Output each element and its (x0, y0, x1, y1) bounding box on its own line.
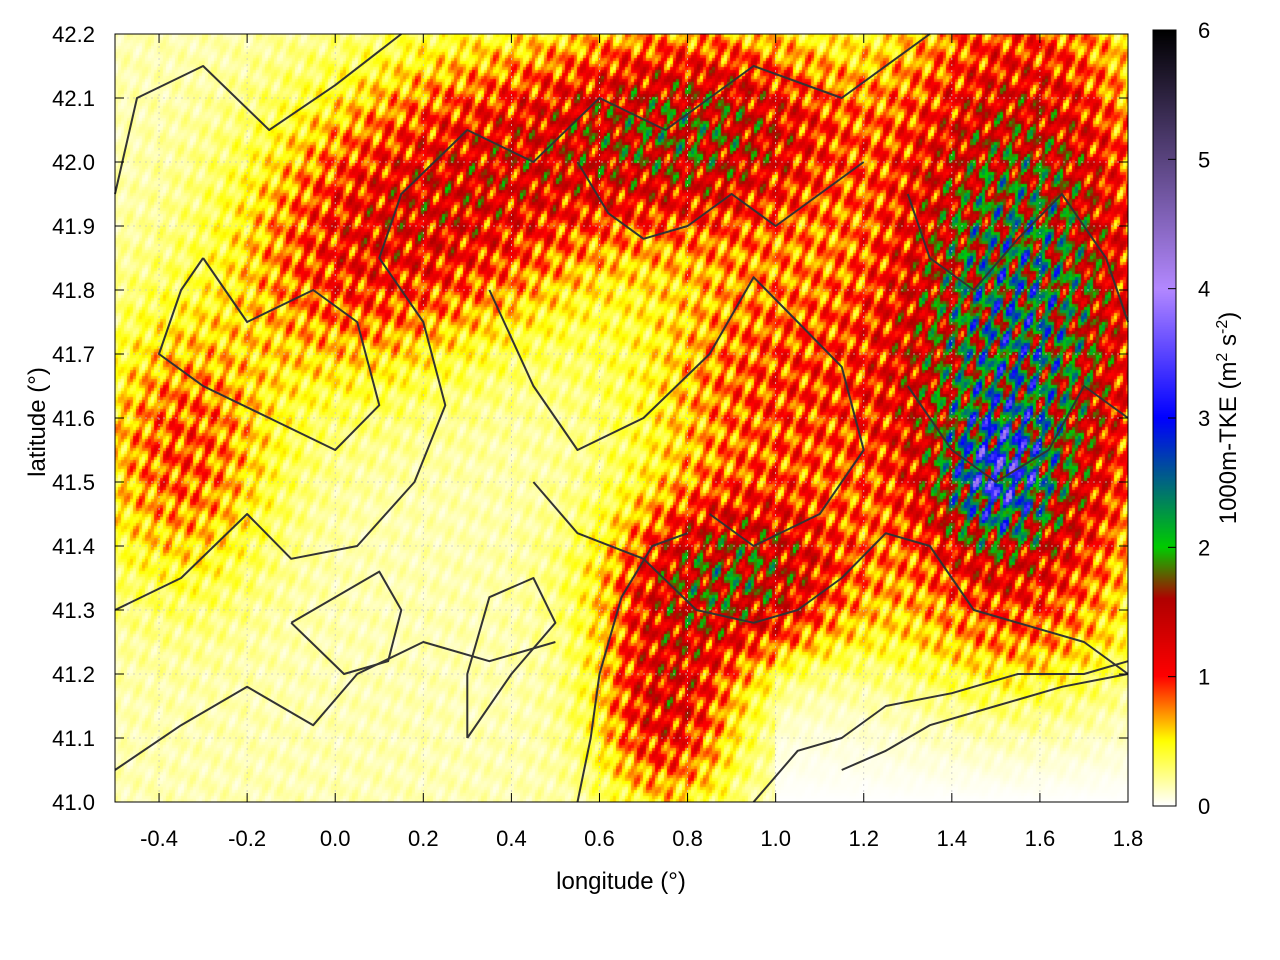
y-tick-label: 41.0 (52, 790, 95, 815)
y-tick-label: 41.5 (52, 470, 95, 495)
y-tick-label: 41.3 (52, 598, 95, 623)
contour-line (906, 193, 1129, 323)
x-tick-label: 0.8 (672, 826, 703, 851)
x-tick-label: 0.2 (408, 826, 439, 851)
y-tick-label: 41.9 (52, 214, 95, 239)
contour-line (841, 673, 1129, 771)
contour-line (114, 33, 402, 195)
contour-line (158, 257, 381, 451)
colorbar-ticks: 0 1 2 3 4 5 6 (1168, 18, 1210, 819)
contour-line (488, 276, 865, 547)
y-tick-label: 41.2 (52, 662, 95, 687)
y-axis-ticks: 41.0 41.1 41.2 41.3 41.4 41.5 41.6 41.7 41.8 41.9… (52, 22, 1128, 815)
x-tick-label: 0.0 (320, 826, 351, 851)
x-tick-label: -0.4 (140, 826, 178, 851)
colorbar-tick-label: 3 (1198, 406, 1210, 431)
contour-line (906, 385, 1129, 483)
colorbar-tick-label: 5 (1198, 147, 1210, 172)
colorbar-gradient (1153, 30, 1176, 806)
contour-line (114, 641, 556, 771)
y-axis-label: latitude (°) (24, 367, 51, 477)
x-tick-label: 0.4 (496, 826, 527, 851)
colorbar-label: 1000m-TKE (m2 s-2) (1214, 312, 1242, 525)
y-tick-label: 41.6 (52, 406, 95, 431)
y-tick-label: 41.8 (52, 278, 95, 303)
y-tick-label: 41.1 (52, 726, 95, 751)
y-tick-label: 42.0 (52, 150, 95, 175)
x-axis-label: longitude (°) (556, 868, 686, 895)
colorbar-tick-label: 4 (1198, 277, 1210, 302)
y-tick-label: 41.4 (52, 534, 95, 559)
y-tick-label: 42.1 (52, 86, 95, 111)
x-tick-label: 0.6 (584, 826, 615, 851)
contour-line (576, 161, 865, 240)
y-tick-label: 41.7 (52, 342, 95, 367)
contour-line (576, 532, 688, 803)
contour-line (752, 660, 1129, 803)
x-tick-label: 1.6 (1025, 826, 1056, 851)
contour-line (466, 577, 557, 739)
terrain-contours (114, 33, 1129, 803)
x-tick-label: 1.8 (1113, 826, 1144, 851)
x-tick-label: 1.2 (848, 826, 879, 851)
x-tick-label: 1.4 (937, 826, 968, 851)
contour-line (532, 481, 1129, 675)
contour-line (290, 570, 403, 675)
x-axis-ticks: -0.4 -0.2 0.0 0.2 0.4 0.6 0.8 1.0 1.2 1.4 1.6 1.8 (140, 34, 1143, 851)
colorbar-tick-label: 6 (1198, 18, 1210, 43)
colorbar-tick-label: 1 (1198, 665, 1210, 690)
colorbar-tick-label: 0 (1198, 794, 1210, 819)
x-tick-label: -0.2 (228, 826, 266, 851)
x-tick-label: 1.0 (760, 826, 791, 851)
contour-line (114, 33, 931, 611)
colorbar-tick-label: 2 (1198, 535, 1210, 560)
y-tick-label: 42.2 (52, 22, 95, 47)
